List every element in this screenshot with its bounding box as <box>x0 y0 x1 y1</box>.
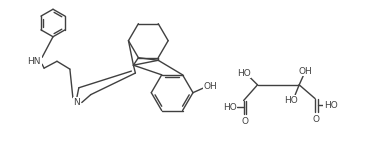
Text: OH: OH <box>298 67 312 76</box>
Text: HO: HO <box>237 69 250 78</box>
Text: O: O <box>313 115 320 124</box>
Text: O: O <box>241 117 248 126</box>
Text: HN: HN <box>27 57 41 66</box>
Text: HO: HO <box>284 96 298 105</box>
Text: HO: HO <box>223 103 237 112</box>
Text: OH: OH <box>204 82 218 91</box>
Text: N: N <box>73 98 80 107</box>
Text: HO: HO <box>324 101 338 110</box>
